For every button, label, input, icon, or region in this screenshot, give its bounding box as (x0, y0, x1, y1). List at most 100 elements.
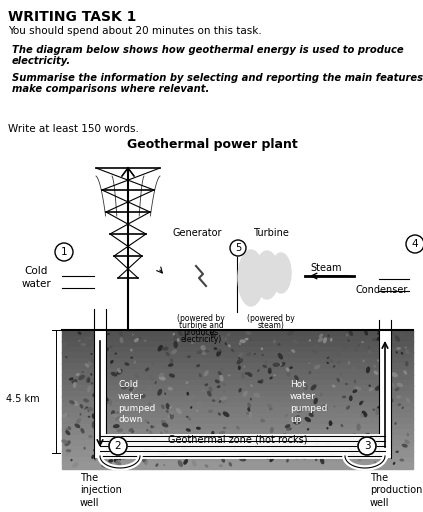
Ellipse shape (403, 444, 407, 447)
Ellipse shape (292, 384, 294, 385)
Text: 4: 4 (412, 239, 418, 249)
Ellipse shape (166, 404, 169, 409)
Ellipse shape (305, 438, 310, 442)
Text: 3: 3 (364, 441, 370, 451)
Ellipse shape (118, 369, 121, 372)
Ellipse shape (221, 336, 225, 341)
Ellipse shape (271, 459, 273, 460)
Bar (62, 363, 413, 369)
Ellipse shape (165, 449, 167, 452)
Ellipse shape (150, 388, 151, 389)
Ellipse shape (244, 392, 247, 396)
Ellipse shape (106, 398, 108, 401)
Ellipse shape (271, 253, 291, 293)
Ellipse shape (274, 340, 275, 343)
Ellipse shape (264, 454, 266, 456)
Ellipse shape (338, 379, 342, 381)
Ellipse shape (377, 337, 379, 340)
Ellipse shape (220, 376, 223, 381)
Bar (62, 413, 413, 419)
Ellipse shape (198, 401, 201, 407)
Ellipse shape (117, 370, 122, 374)
Ellipse shape (98, 392, 100, 393)
Ellipse shape (379, 453, 380, 454)
Ellipse shape (240, 458, 245, 461)
Ellipse shape (102, 464, 105, 467)
Ellipse shape (382, 350, 387, 353)
Ellipse shape (80, 404, 82, 408)
Ellipse shape (250, 398, 251, 400)
Ellipse shape (170, 374, 174, 377)
Ellipse shape (278, 354, 283, 359)
Bar (94, 330, 106, 458)
Ellipse shape (206, 465, 208, 467)
Ellipse shape (111, 360, 113, 363)
Ellipse shape (132, 431, 134, 433)
Ellipse shape (350, 396, 352, 400)
Circle shape (109, 437, 127, 455)
Ellipse shape (88, 416, 90, 417)
Ellipse shape (373, 409, 375, 410)
Ellipse shape (209, 387, 212, 391)
Ellipse shape (288, 331, 294, 335)
Ellipse shape (321, 458, 324, 463)
Bar (62, 402, 413, 408)
Ellipse shape (321, 393, 322, 396)
Ellipse shape (112, 373, 117, 376)
Ellipse shape (325, 421, 328, 423)
Ellipse shape (218, 372, 221, 375)
Bar (379, 279, 409, 291)
Ellipse shape (139, 395, 145, 398)
Ellipse shape (176, 409, 181, 413)
Ellipse shape (375, 462, 376, 463)
Text: (powered by: (powered by (177, 314, 225, 323)
Ellipse shape (371, 435, 375, 437)
Bar (62, 335, 413, 342)
Ellipse shape (407, 434, 408, 436)
Ellipse shape (197, 365, 199, 367)
Ellipse shape (84, 399, 88, 402)
Ellipse shape (138, 437, 142, 439)
Ellipse shape (348, 340, 349, 341)
Ellipse shape (237, 454, 239, 457)
Ellipse shape (84, 337, 88, 341)
Ellipse shape (97, 447, 99, 448)
Ellipse shape (205, 351, 207, 352)
Ellipse shape (135, 375, 139, 377)
Ellipse shape (329, 437, 331, 442)
Ellipse shape (183, 446, 186, 451)
Ellipse shape (158, 346, 162, 351)
Ellipse shape (212, 334, 215, 336)
Ellipse shape (329, 432, 332, 434)
Ellipse shape (349, 331, 352, 335)
Ellipse shape (135, 339, 138, 342)
Ellipse shape (311, 385, 316, 390)
Ellipse shape (237, 359, 242, 364)
Ellipse shape (259, 437, 264, 442)
Bar (62, 347, 413, 353)
Ellipse shape (292, 350, 294, 352)
Ellipse shape (239, 366, 240, 370)
Ellipse shape (315, 440, 318, 444)
Ellipse shape (62, 440, 67, 443)
Ellipse shape (120, 338, 123, 343)
Ellipse shape (66, 429, 68, 430)
Ellipse shape (209, 410, 212, 412)
Ellipse shape (87, 377, 90, 382)
Ellipse shape (168, 443, 169, 444)
Ellipse shape (137, 409, 139, 411)
Bar (62, 418, 413, 424)
Ellipse shape (147, 430, 148, 431)
Ellipse shape (174, 342, 177, 348)
Ellipse shape (118, 394, 122, 397)
Bar (62, 352, 413, 358)
Ellipse shape (271, 450, 274, 455)
Circle shape (406, 235, 423, 253)
Ellipse shape (129, 388, 133, 391)
Ellipse shape (112, 411, 115, 417)
Ellipse shape (228, 437, 231, 441)
Ellipse shape (145, 420, 148, 422)
Ellipse shape (95, 440, 99, 444)
Ellipse shape (77, 419, 80, 423)
Text: 5: 5 (235, 243, 241, 253)
